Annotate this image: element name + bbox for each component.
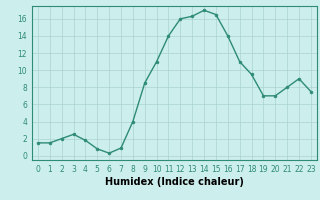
X-axis label: Humidex (Indice chaleur): Humidex (Indice chaleur) — [105, 177, 244, 187]
